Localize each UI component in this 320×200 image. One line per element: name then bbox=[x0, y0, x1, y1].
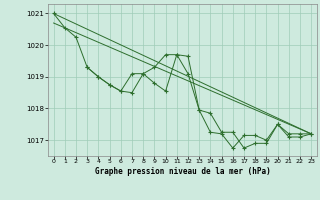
X-axis label: Graphe pression niveau de la mer (hPa): Graphe pression niveau de la mer (hPa) bbox=[94, 167, 270, 176]
